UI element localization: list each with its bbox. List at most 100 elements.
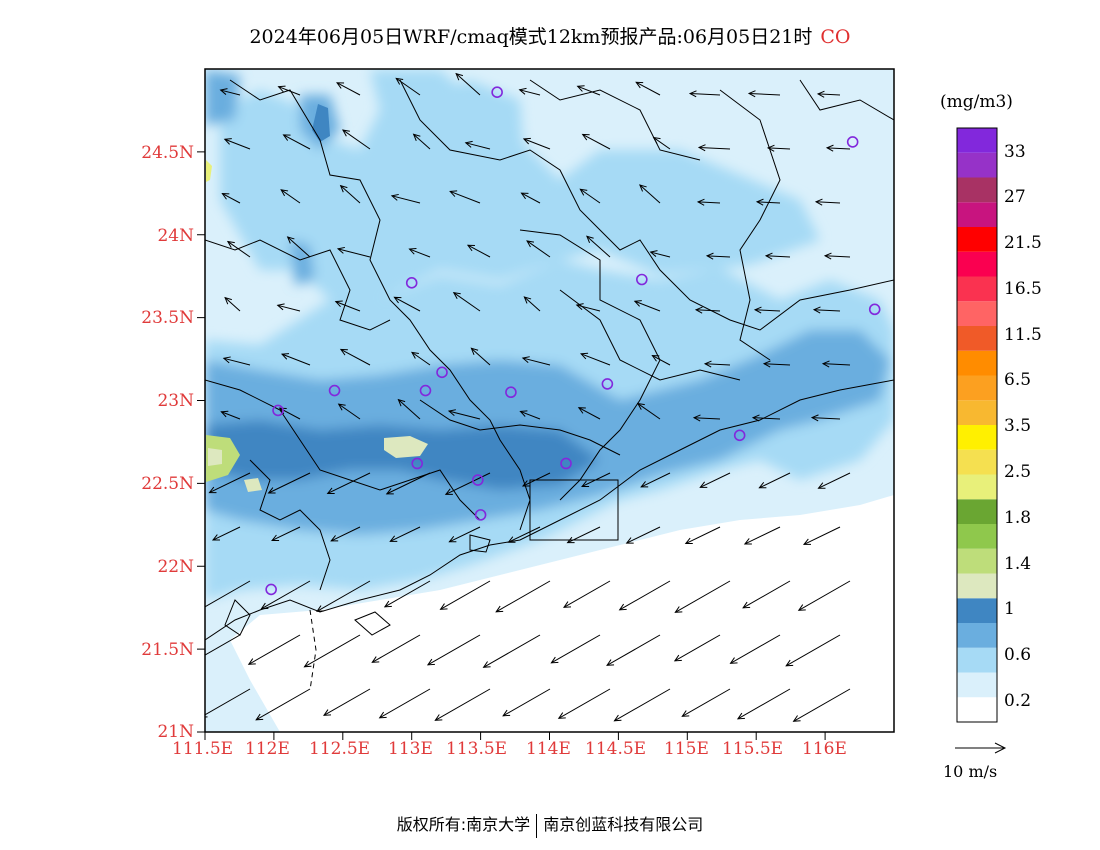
wind-arrow (613, 688, 671, 722)
lat-label: 23.5N (141, 308, 194, 328)
lat-label: 24N (157, 226, 194, 246)
station-marker (601, 378, 614, 390)
colorbar-swatch (957, 128, 997, 153)
wind-arrow (580, 352, 611, 366)
station-marker (491, 86, 503, 99)
colorbar-swatch (957, 598, 997, 623)
station-marker (868, 303, 881, 316)
wind-arrow (393, 296, 421, 312)
wind-arrow (521, 472, 551, 487)
lon-label: 113.5E (446, 739, 508, 759)
wind-arrow (339, 348, 371, 366)
wind-arrow (280, 189, 301, 204)
colorbar-swatch (957, 152, 997, 178)
coastline (354, 611, 391, 636)
station-marker (411, 457, 424, 470)
monitoring-stations (265, 86, 881, 596)
admin-boundary (419, 399, 621, 456)
wind-arrow (814, 198, 841, 206)
station-marker (733, 429, 746, 442)
wind-arrow (226, 240, 251, 258)
lon-label: 112E (245, 739, 290, 759)
wind-arrow (575, 303, 601, 312)
coastline (469, 534, 491, 553)
wind-arrow (323, 688, 371, 716)
wind-arrow (434, 688, 491, 721)
wind-arrow (705, 252, 731, 260)
colorbar-swatch (957, 227, 997, 252)
wind-arrow (336, 82, 361, 96)
copyright-footer: 版权所有:南京大学 南京创蓝科技有限公司 (0, 811, 1100, 838)
wind-arrow (466, 244, 491, 258)
wind-arrow (577, 407, 601, 420)
colorbar-label: 6.5 (1004, 370, 1032, 390)
wind-arrow (797, 580, 851, 611)
colorbar-swatch (957, 524, 997, 549)
wind-arrow (742, 580, 791, 609)
admin-boundary (205, 379, 481, 521)
wind-arrow (694, 306, 721, 314)
wind-arrow (519, 410, 541, 420)
wind-arrow (502, 688, 551, 717)
wind-arrow (389, 526, 421, 542)
wind-arrow (681, 688, 731, 717)
wind-arrow (334, 300, 361, 312)
wind-arrow (286, 236, 311, 258)
wind-arrow (579, 188, 601, 204)
wind-arrow (758, 472, 791, 489)
station-marker (472, 474, 484, 486)
wind-arrow (221, 193, 241, 204)
colorbar-swatch (957, 251, 997, 277)
footer-divider (536, 813, 538, 838)
lat-label: 22N (157, 557, 194, 577)
station-marker (560, 457, 572, 470)
wind-arrow (518, 87, 541, 96)
colorbar-units: (mg/m3) (940, 92, 1013, 112)
wind-arrow (792, 688, 851, 722)
wind-arrow (326, 472, 371, 494)
axis-ticks (197, 151, 826, 740)
colorbar-swatch (957, 573, 997, 599)
wind-arrow (523, 296, 541, 312)
admin-boundary (529, 479, 619, 541)
wind-arrow (455, 72, 481, 96)
wind-arrow (526, 240, 551, 258)
title-text: 2024年06月05日WRF/cmaq模式12km预报产品:06月05日21时 (249, 26, 813, 48)
wind-arrow (330, 526, 361, 542)
lat-label: 24.5N (141, 143, 194, 163)
station-marker (436, 366, 448, 379)
colorbar-swatch (957, 177, 997, 203)
colorbar-label: 33 (1004, 142, 1026, 162)
station-marker (272, 404, 284, 417)
wind-arrow (205, 580, 251, 608)
wind-arrow (825, 144, 851, 152)
field-peak (384, 436, 428, 458)
lon-label: 113E (388, 739, 433, 759)
wind-arrow (444, 472, 491, 495)
copyright-owner: 版权所有:南京大学 (396, 815, 531, 834)
wind-arrow (703, 360, 731, 368)
wind-arrow (276, 303, 301, 312)
wind-arrow (452, 292, 481, 312)
wind-arrow (211, 526, 241, 541)
wind-arrow (606, 634, 661, 666)
colorbar-swatch (957, 301, 997, 326)
wind-arrow (581, 472, 611, 487)
wind-arrow (618, 580, 671, 611)
admin-boundary (559, 289, 741, 381)
colorbar-label: 0.6 (1004, 645, 1032, 665)
wind-arrow (557, 688, 611, 719)
wind-arrow (581, 133, 611, 150)
wind-arrow (812, 306, 841, 314)
wind-arrow (729, 634, 781, 664)
wind-arrow (753, 306, 781, 314)
wind-scale-arrow (955, 742, 1007, 754)
colorbar-swatch (957, 202, 997, 227)
colorbar-swatch (957, 400, 997, 425)
lon-label: 112.5E (309, 739, 371, 759)
wind-arrow (747, 90, 781, 98)
colorbar (956, 127, 998, 723)
lon-label: 115.5E (722, 739, 784, 759)
wind-arrow (271, 526, 301, 541)
wind-arrow (208, 472, 251, 494)
